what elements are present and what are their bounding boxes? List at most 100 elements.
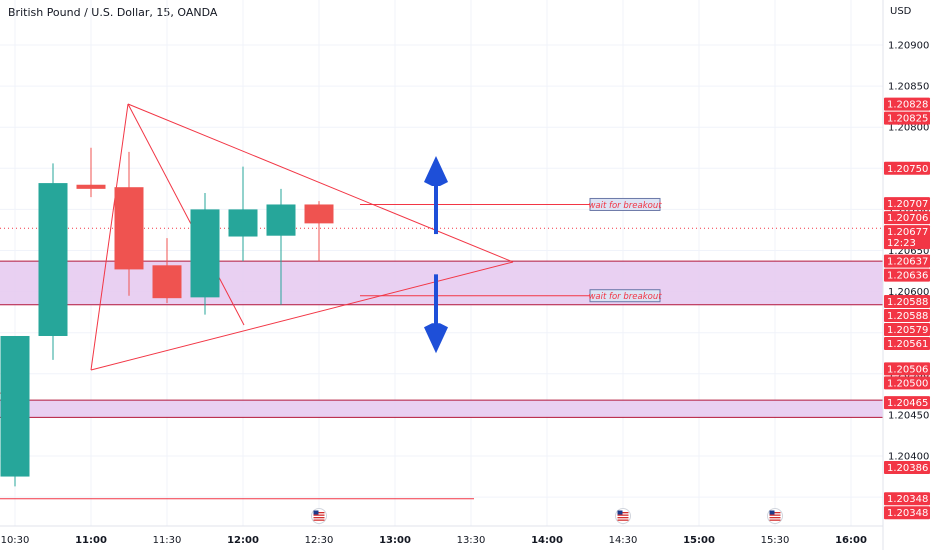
candle-body	[0, 335, 30, 477]
price-tag-label: 1.20636	[887, 271, 928, 282]
zone-rect	[0, 400, 883, 418]
price-tag	[884, 362, 930, 376]
price-tag	[884, 322, 930, 336]
price-tag-label: 1.20588	[887, 297, 928, 308]
flag-stripe	[313, 512, 325, 514]
flag-stripe	[617, 517, 629, 519]
price-tag-label: 1.20506	[887, 364, 928, 375]
price-tag-label: 1.20561	[887, 339, 928, 350]
candle-body	[114, 187, 144, 270]
x-tick-label: 12:00	[227, 535, 259, 546]
candles	[0, 147, 334, 487]
candle-body	[304, 204, 334, 224]
y-tick-label: 1.20900	[888, 41, 929, 52]
arrows	[424, 155, 448, 354]
price-tag	[884, 396, 930, 410]
price-tag-label: 1.20588	[887, 311, 928, 322]
triangle-upper-line	[127, 103, 514, 263]
x-tick-label: 11:00	[75, 535, 107, 546]
flag-stripe	[617, 512, 629, 514]
flag-stripe	[617, 519, 629, 521]
flag-canton	[769, 510, 775, 515]
flag-stripe	[313, 514, 325, 516]
arrow-head	[424, 323, 448, 354]
y-tick-label: 1.20800	[888, 123, 929, 134]
zones	[0, 260, 883, 418]
x-tick-label: 14:00	[531, 535, 563, 546]
currency-label[interactable]: USD	[890, 6, 912, 17]
flag-stripe	[769, 519, 781, 521]
price-tag-label: 1.20825	[887, 114, 928, 125]
price-tag	[884, 506, 930, 520]
y-tick-label: 1.20600	[888, 287, 929, 298]
x-tick-label: 15:30	[761, 535, 790, 546]
price-tag	[884, 225, 930, 250]
candle-body	[228, 209, 258, 237]
arrow-head	[424, 155, 448, 186]
price-tag	[884, 97, 930, 111]
annotation-text: wait for breakout	[588, 201, 662, 211]
x-axis: 10:30 11:00 11:30 12:00 12:30 13:00 13:30 14:00…	[0, 525, 883, 546]
triangle-left-line	[90, 103, 129, 371]
x-tick-label: 11:30	[153, 535, 182, 546]
price-tag-label: 1.20677	[887, 227, 928, 238]
x-tick-label: 13:00	[379, 535, 411, 546]
y-tick-label: 1.20700	[888, 205, 929, 216]
x-tick-label: 10:30	[1, 535, 30, 546]
drawings	[0, 103, 883, 500]
price-tag	[884, 294, 930, 308]
triangle-lower-line	[90, 261, 514, 371]
inner-trend-line	[127, 103, 245, 326]
price-tag	[884, 211, 930, 225]
flag-canton	[313, 510, 319, 515]
flag-canton	[617, 510, 623, 515]
price-tag-countdown: 12:23	[887, 238, 916, 249]
chart-title: British Pound / U.S. Dollar, 15, OANDA	[8, 6, 218, 19]
annotations: wait for breakout wait for breakout	[588, 197, 662, 303]
x-tick-label: 15:00	[683, 535, 715, 546]
y-tick-label: 1.20650	[888, 246, 929, 257]
candle-body	[190, 209, 220, 298]
price-tag-label: 1.20348	[887, 494, 928, 505]
price-labels: 1.20828 1.20825 1.20750 1.20707 1.20706 1.206…	[884, 97, 930, 520]
price-tag	[884, 111, 930, 125]
annotation-text: wait for breakout	[588, 292, 662, 302]
price-tag-label: 1.20500	[887, 378, 928, 389]
price-tag-label: 1.20750	[887, 164, 928, 175]
flag-stripe	[769, 514, 781, 516]
price-tag-label: 1.20465	[887, 398, 928, 409]
price-tag-label: 1.20828	[887, 100, 928, 111]
price-tag	[884, 376, 930, 390]
price-tag-label: 1.20579	[887, 325, 928, 336]
flag-stripe	[313, 519, 325, 521]
flag-stripe	[769, 512, 781, 514]
annotation-box	[589, 289, 661, 303]
price-tag	[884, 308, 930, 322]
y-tick-label: 1.20400	[888, 452, 929, 463]
y-tick-label: 1.20450	[888, 410, 929, 421]
price-tag-label: 1.20386	[887, 463, 928, 474]
candle-body	[76, 184, 106, 189]
candle-body	[38, 183, 68, 336]
y-tick-label: 1.20850	[888, 82, 929, 93]
x-tick-label: 12:30	[305, 535, 334, 546]
price-tag-label: 1.20707	[887, 199, 928, 210]
price-tag-label: 1.20706	[887, 213, 928, 224]
candle-body	[152, 265, 182, 299]
price-tag	[884, 161, 930, 175]
annotation-box	[589, 197, 661, 211]
price-tag	[884, 268, 930, 282]
events	[311, 508, 783, 524]
flag-stripe	[769, 517, 781, 519]
price-tag	[884, 492, 930, 506]
price-tag	[884, 461, 930, 475]
flag-stripe	[313, 517, 325, 519]
x-tick-label: 14:30	[609, 535, 638, 546]
zone-rect	[0, 261, 883, 305]
price-tag-label: 1.20348	[887, 508, 928, 519]
price-tag-label: 1.20637	[887, 257, 928, 268]
candle-body	[266, 204, 296, 236]
flag-stripe	[617, 514, 629, 516]
x-tick-label: 13:30	[457, 535, 486, 546]
